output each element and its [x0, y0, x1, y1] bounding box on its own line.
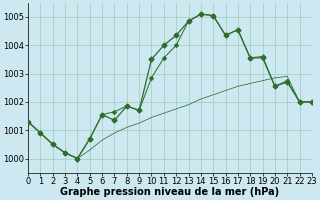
- X-axis label: Graphe pression niveau de la mer (hPa): Graphe pression niveau de la mer (hPa): [60, 187, 280, 197]
